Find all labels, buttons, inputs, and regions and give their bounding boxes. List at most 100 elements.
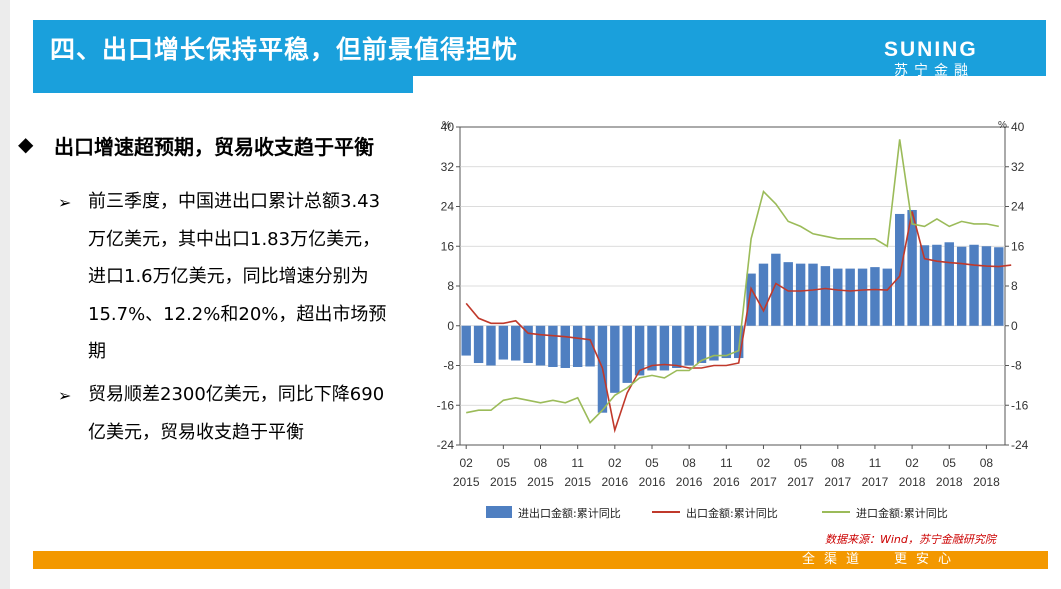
left-unit-label: % [442, 120, 451, 131]
x-tick-month: 08 [980, 456, 994, 470]
footer-slogan: 全渠道 更安心 [802, 551, 960, 569]
bar [981, 246, 992, 326]
bar [672, 325, 682, 368]
bar [473, 325, 484, 364]
bar [659, 325, 670, 371]
bar [696, 325, 707, 364]
bar [634, 325, 645, 376]
section-heading: 出口增速超预期，贸易收支趋于平衡 [54, 135, 374, 159]
y-tick-label-right: 32 [1011, 160, 1025, 174]
bar [783, 262, 793, 326]
bar [845, 268, 855, 326]
x-tick-month: 02 [608, 456, 622, 470]
x-tick-month: 02 [905, 456, 919, 470]
bar [461, 325, 471, 356]
y-tick-label-left: -16 [437, 398, 455, 412]
bullet-paragraph-2: 贸易顺差2300亿美元，同比下降690亿美元，贸易收支趋于平衡 [88, 384, 385, 443]
arrow-bullet-icon: ➢ [58, 386, 72, 405]
y-tick-label-left: -8 [443, 359, 454, 373]
x-tick-month: 02 [460, 456, 474, 470]
bar [647, 325, 657, 371]
x-tick-year: 2016 [639, 475, 666, 489]
bar [548, 325, 558, 367]
bar [498, 325, 509, 360]
source-note: 数据来源：Wind，苏宁金融研究院 [825, 533, 996, 546]
bar [610, 325, 620, 393]
bar [622, 325, 632, 383]
x-tick-month: 05 [943, 456, 957, 470]
legend-label-import: 进口金额:累计同比 [856, 506, 948, 520]
page-title: 四、出口增长保持平稳，但前景值得担忧 [50, 35, 519, 64]
x-tick-month: 08 [682, 456, 696, 470]
x-tick-month: 11 [571, 456, 584, 470]
bar [758, 263, 769, 326]
lines-group [465, 139, 1012, 434]
legend-swatch-bars [486, 506, 512, 518]
y-tick-label-left: 32 [441, 160, 455, 174]
suning-logo-text: SUNING [884, 38, 978, 61]
x-tick-month: 08 [831, 456, 845, 470]
bar [857, 268, 868, 326]
bar [919, 245, 930, 326]
y-axis-right: -24 -16 -8 0 8 16 24 32 40 [1005, 120, 1029, 452]
x-tick-year: 2015 [564, 475, 591, 489]
x-tick-year: 2017 [787, 475, 814, 489]
legend: 进出口金额:累计同比 出口金额:累计同比 进口金额:累计同比 [486, 506, 948, 520]
bar [535, 325, 546, 366]
y-tick-label-right: 40 [1011, 120, 1025, 134]
bar [969, 244, 979, 326]
bar [895, 213, 905, 326]
bar [684, 325, 694, 366]
right-unit-label: % [998, 120, 1007, 131]
legend-label-export: 出口金额:累计同比 [686, 506, 778, 520]
x-tick-year: 2018 [936, 475, 963, 489]
y-tick-label-right: -16 [1011, 398, 1029, 412]
export-series-line [465, 211, 1012, 434]
x-tick-month: 02 [757, 456, 771, 470]
x-tick-year: 2018 [899, 475, 926, 489]
bar [907, 209, 917, 326]
header-underline-band [33, 76, 413, 93]
y-tick-label-right: 0 [1011, 319, 1018, 333]
bar [709, 325, 719, 361]
diamond-bullet-icon: ◆ [18, 132, 34, 156]
bar [721, 325, 732, 359]
bar [511, 325, 521, 361]
y-tick-label-right: 16 [1011, 239, 1025, 253]
x-tick-month: 05 [645, 456, 659, 470]
x-tick-month: 11 [869, 456, 882, 470]
y-tick-label-left: 24 [441, 200, 455, 214]
x-tick-month: 05 [497, 456, 511, 470]
x-tick-year: 2015 [453, 475, 480, 489]
bar [820, 266, 831, 326]
footer-slogan-right: 更安心 [894, 552, 961, 567]
legend-label-total: 进出口金额:累计同比 [518, 506, 621, 520]
bar [560, 325, 570, 368]
y-tick-label-right: -8 [1011, 359, 1022, 373]
bar [523, 325, 533, 364]
x-tick-year: 2018 [973, 475, 1000, 489]
bar [585, 325, 595, 367]
left-edge-strip [0, 0, 10, 589]
bar [486, 325, 496, 366]
bar [572, 325, 583, 367]
bar [932, 244, 942, 326]
arrow-bullet-icon: ➢ [58, 193, 72, 212]
footer-bar [33, 551, 1048, 569]
bar [808, 263, 818, 326]
bar [771, 253, 781, 326]
import-series-line [466, 139, 999, 424]
footer-slogan-left: 全渠道 [802, 552, 869, 567]
y-tick-label-left: -24 [437, 438, 455, 452]
y-tick-label-right: 8 [1011, 279, 1018, 293]
x-tick-year: 2017 [862, 475, 889, 489]
bullet-paragraph-1: 前三季度，中国进出口累计总额3.43万亿美元，其中出口1.83万亿美元，进口1.… [88, 191, 387, 362]
header-band [33, 20, 1046, 76]
x-tick-year: 2017 [750, 475, 777, 489]
bar [994, 247, 1004, 326]
x-tick-month: 08 [534, 456, 548, 470]
bar [956, 246, 967, 326]
bar [870, 267, 880, 326]
x-axis: 02 2015 05 2015 08 2015 11 2015 02 2016 05 2016 08 20… [453, 445, 1000, 489]
